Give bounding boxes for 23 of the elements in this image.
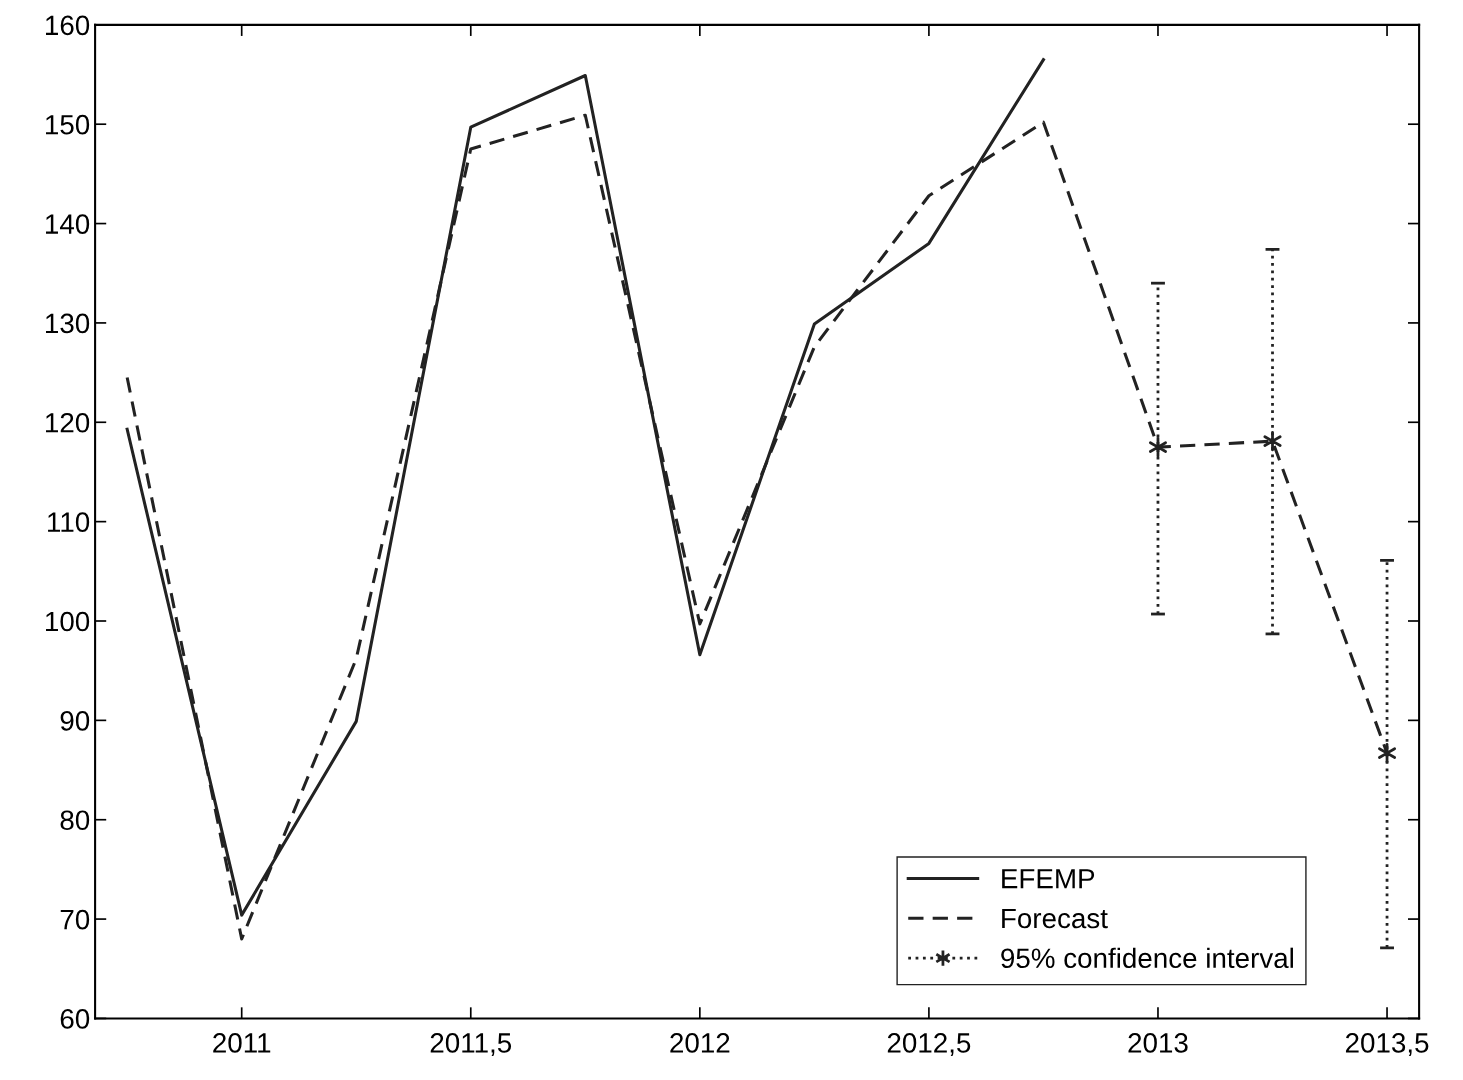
y-tick-label: 100 — [46, 611, 90, 632]
y-tick-label: 110 — [48, 512, 90, 532]
legend-label: EFEMP — [1002, 869, 1095, 889]
legend-label: 95% confidence interval — [1001, 947, 1293, 969]
y-tick-label: 80 — [60, 810, 90, 831]
x-tick-label: 2012,5 — [887, 1033, 971, 1057]
point — [1148, 436, 1167, 458]
y-tick-label: 150 — [46, 114, 90, 135]
y-tick-label: 70 — [60, 909, 90, 930]
y-tick-label: 120 — [46, 412, 90, 433]
x-tick-label: 2011 — [213, 1033, 271, 1053]
y-tick-label: 160 — [46, 15, 90, 36]
x-tick-label: 2011,5 — [430, 1033, 512, 1057]
x-tick-label: 2012 — [670, 1033, 730, 1053]
y-tick-label: 130 — [46, 313, 90, 334]
x-tick-label: 2013,5 — [1345, 1033, 1429, 1057]
point — [1263, 430, 1282, 452]
legend-label: Forecast — [1002, 908, 1108, 929]
y-tick-label: 60 — [60, 1009, 90, 1029]
y-tick-label: 90 — [60, 711, 90, 731]
y-tick-label: 140 — [46, 214, 90, 234]
x-tick-label: 2013 — [1128, 1033, 1188, 1053]
point — [1378, 742, 1397, 764]
